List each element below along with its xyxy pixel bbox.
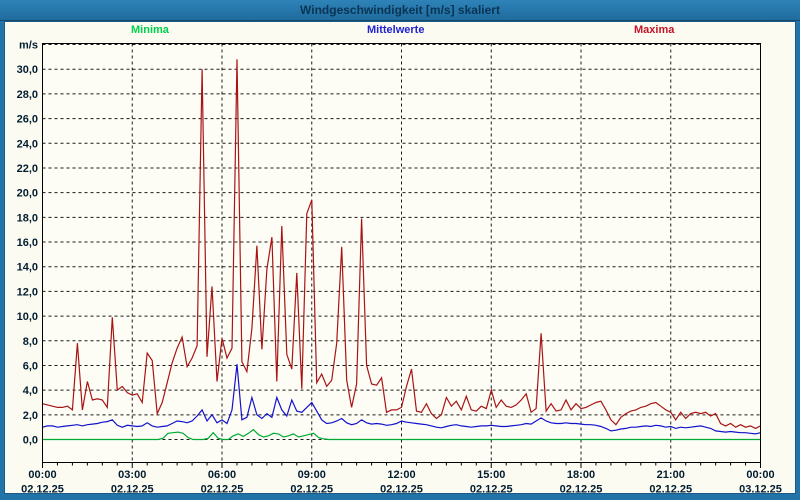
y-tick-label: 0,0 (23, 435, 38, 447)
x-tick-time-label: 12:00 (387, 469, 415, 481)
legend-maxima-label: Maxima (634, 24, 675, 36)
x-tick-date-label: 02.12.25 (201, 484, 244, 496)
x-tick-date-label: 02.12.25 (470, 484, 513, 496)
y-tick-label: 12,0 (17, 286, 38, 298)
x-tick-date-label: 02.12.25 (21, 484, 64, 496)
y-tick-label: 30,0 (17, 64, 38, 76)
y-axis-unit-label: m/s (19, 40, 38, 52)
y-tick-label: 10,0 (17, 311, 38, 323)
x-tick-date-label: 02.12.25 (111, 484, 154, 496)
legend-minima-label: Minima (131, 24, 169, 36)
x-tick-time-label: 00:00 (28, 469, 56, 481)
series-maxima-line (42, 59, 761, 430)
x-tick-time-label: 21:00 (657, 469, 685, 481)
series-minima-line (42, 428, 761, 441)
y-tick-label: 14,0 (17, 262, 38, 274)
x-tick-date-label: 03.12.25 (739, 484, 782, 496)
legend-mittelwerte-label: Mittelwerte (367, 24, 425, 36)
x-tick-date-label: 02.12.25 (380, 484, 423, 496)
chart-panel: Minima Mittelwerte Maxima 0,0 2,0 4,0 6,0 8,… (4, 21, 796, 496)
y-tick-label: 24,0 (17, 138, 38, 150)
y-tick-label: 28,0 (17, 89, 38, 101)
x-tick-time-label: 06:00 (208, 469, 236, 481)
x-tick-time-label: 03:00 (118, 469, 146, 481)
y-tick-label: 6,0 (23, 360, 38, 372)
plot-border (42, 43, 761, 463)
y-tick-label: 18,0 (17, 212, 38, 224)
y-tick-label: 8,0 (23, 336, 38, 348)
x-tick-date-label: 02.12.25 (560, 484, 603, 496)
x-tick-time-label: 00:00 (746, 469, 774, 481)
y-tick-label: 2,0 (23, 410, 38, 422)
y-tick-label: 16,0 (17, 237, 38, 249)
y-tick-label: 26,0 (17, 114, 38, 126)
x-tick-date-label: 02.12.25 (649, 484, 692, 496)
window-title: Windgeschwindigkeit [m/s] skaliert (300, 3, 500, 17)
window-titlebar: Windgeschwindigkeit [m/s] skaliert (0, 0, 800, 21)
x-tick-time-label: 18:00 (567, 469, 595, 481)
x-tick-date-label: 02.12.25 (290, 484, 333, 496)
x-tick-time-label: 09:00 (298, 469, 326, 481)
series-mittelwerte-line (42, 364, 761, 435)
y-tick-label: 22,0 (17, 163, 38, 175)
x-tick-time-label: 15:00 (477, 469, 505, 481)
y-tick-label: 4,0 (23, 385, 38, 397)
y-tick-label: 20,0 (17, 188, 38, 200)
